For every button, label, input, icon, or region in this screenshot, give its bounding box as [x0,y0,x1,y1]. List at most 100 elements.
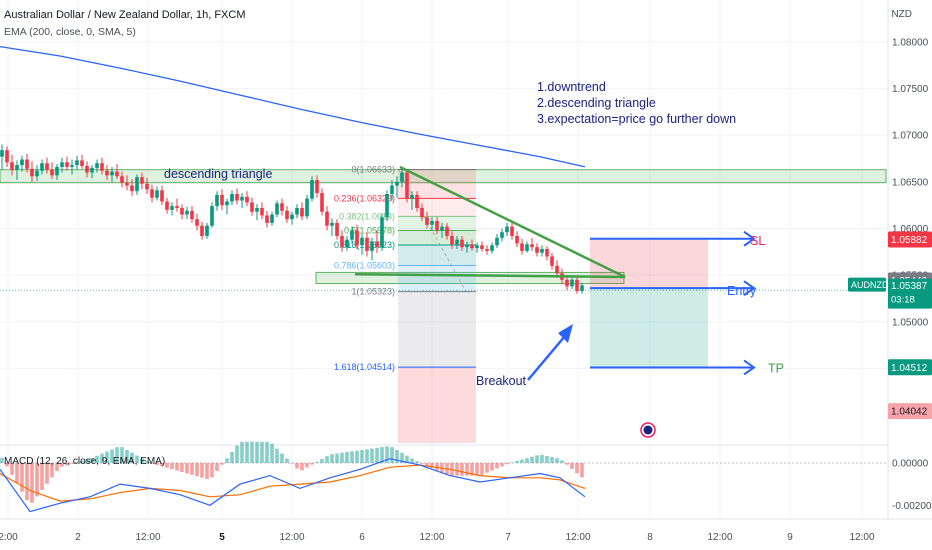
macd-histogram-bar [470,462,474,476]
macd-histogram-bar [250,441,254,463]
candles [0,144,584,294]
candle-body [435,221,439,231]
analysis-note-line: 1.downtrend [537,80,606,94]
macd-histogram-bar [365,449,369,463]
annotations: 1.downtrend 2.descending triangle 3.expect… [164,80,784,438]
macd-histogram-bar [290,462,294,464]
candle-body [270,214,274,223]
candle-body [15,165,19,170]
descending-triangle-lines [354,165,626,279]
macd-histogram-bar [90,457,94,463]
macd-histogram-bar [320,458,324,463]
macd-histogram-bar [15,462,19,484]
candle-body [105,170,109,176]
candle-body [465,244,469,248]
macd-histogram-bar [465,462,469,476]
macd-histogram-bar [30,462,34,503]
macd-histogram-bar [340,452,344,463]
candle-body [355,230,359,246]
candle-body [295,207,299,215]
candle-body [540,249,544,253]
candle-body [80,160,84,167]
candle-body [75,160,79,166]
macd-histogram-bar [270,443,274,463]
fib-trendline [397,169,467,292]
macd-histogram-bar [0,457,4,463]
candle-body [455,239,459,245]
macd-histogram-bar [300,462,304,471]
symbol-tag: AUDNZD [851,280,889,290]
sl-price-tag: 1.05882 [891,235,928,246]
macd-histogram-bar [225,458,229,463]
candle-body [230,193,234,202]
candle-body [95,163,99,168]
macd-pane: MACD (12, 26, close, 9, EMA, EMA) [0,441,888,513]
macd-histogram-bar [580,462,584,478]
macd-histogram-bar [530,456,534,463]
macd-histogram-bar [185,462,189,474]
candle-body [475,245,479,249]
candle-body [260,207,264,216]
candle-body [515,235,519,244]
tp-label: TP [768,361,784,375]
candle-body [550,256,554,266]
candle-body [165,201,169,210]
candle-body [70,165,74,167]
candle-body [460,239,464,248]
candle-body [240,196,244,201]
breakout-arrow [527,335,566,381]
macd-histogram-bar [100,453,104,463]
macd-histogram-bar [165,462,169,468]
candle-body [60,162,64,167]
take-profit-zone [590,288,708,368]
candle-body [140,177,144,184]
candle-body [180,207,184,215]
candle-body [120,176,124,183]
macd-histogram-bar [105,451,109,463]
ema-indicator-label: EMA (200, close, 0, SMA, 5) [4,26,136,38]
candle-body [370,241,374,251]
candle-body [445,226,449,236]
time-tick-label: 2 [75,532,81,543]
macd-histogram-bar [110,449,114,463]
stop-loss-zone [590,238,708,289]
candle-body [525,244,529,251]
entry-label: Entry [727,284,757,298]
macd-histogram-bar [245,441,249,463]
macd-histogram-bar [570,462,574,469]
candle-body [570,279,574,287]
macd-histogram-bar [25,462,29,501]
candle-body [315,179,319,194]
candle-body [125,182,129,186]
macd-histogram-bar [5,462,9,467]
candle-body [205,225,209,236]
macd-histogram-bar [345,452,349,463]
short-position-tool [0,238,888,368]
macd-histogram-bar [175,462,179,471]
macd-histogram-bar [420,462,424,464]
fib-level-label: 0.786(1.05603) [334,261,395,271]
macd-histogram-bar [150,462,154,464]
macd-histogram-bar [230,451,234,463]
macd-histogram-bar [85,459,89,463]
candle-body [520,243,524,251]
candle-body [170,206,174,210]
current-price-tag-bg [888,278,932,309]
macd-histogram-bar [460,462,464,476]
macd-histogram-bar [95,455,99,463]
macd-histogram-bar [335,453,339,463]
macd-histogram-bar [380,447,384,463]
macd-histogram-bar [20,462,24,492]
candle-body [115,171,119,177]
macd-histogram-bar [370,448,374,463]
macd-histogram-bar [50,462,54,478]
candle-body [385,193,389,218]
macd-histogram-bar [520,459,524,463]
macd-histogram-bar [515,460,519,463]
candle-body [350,230,354,240]
sl-price-tag-bg [888,231,932,248]
pattern-label: descending triangle [164,167,272,181]
candle-body [390,185,394,194]
candle-body [150,189,154,198]
